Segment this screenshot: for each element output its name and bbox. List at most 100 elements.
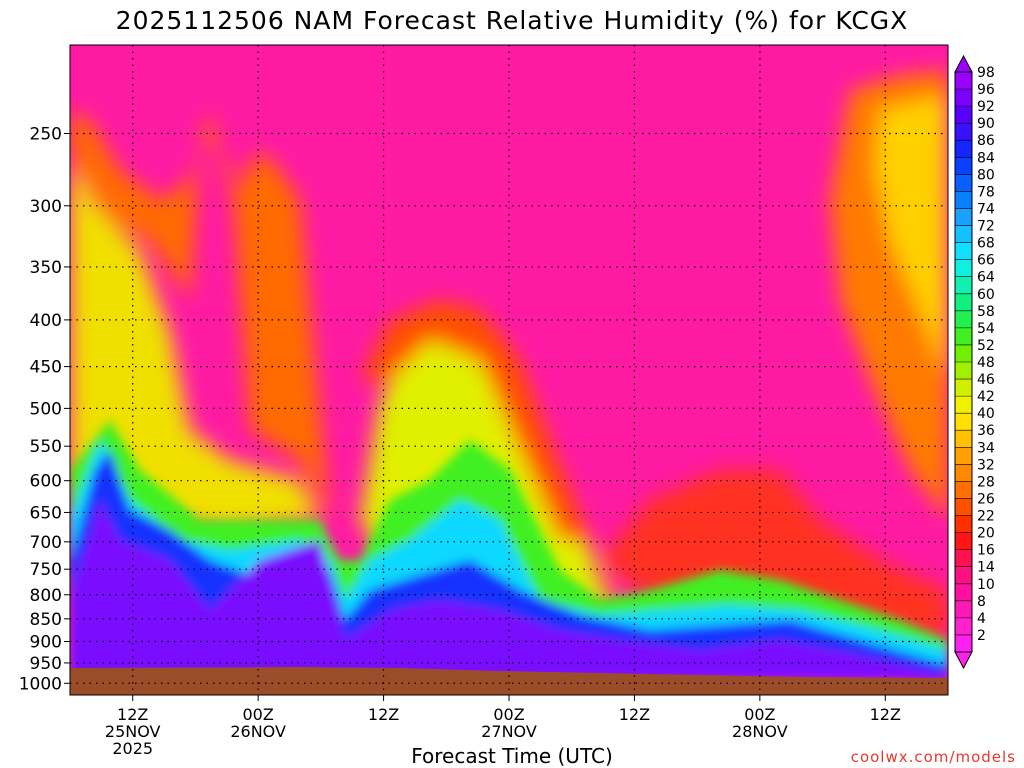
colorbar-swatch <box>955 413 972 431</box>
y-tick-label: 1000 <box>19 674 62 694</box>
y-tick-label: 350 <box>30 258 62 278</box>
colorbar-label: 78 <box>977 184 995 200</box>
y-tick-label: 700 <box>30 533 62 553</box>
x-tick-label: 12Z <box>619 705 650 724</box>
x-tick-label: 00Z <box>242 705 273 724</box>
colorbar-swatch <box>955 447 972 465</box>
colorbar-swatch <box>955 532 972 551</box>
colorbar-label: 48 <box>977 355 995 371</box>
colorbar-swatch <box>955 498 972 517</box>
colorbar-swatch <box>955 123 972 141</box>
heatmap-region-mid-orange <box>360 300 590 540</box>
colorbar-label: 90 <box>977 116 995 132</box>
colorbar-label: 68 <box>977 236 995 252</box>
colorbar-swatch <box>955 157 972 175</box>
colorbar-label: 36 <box>977 423 995 439</box>
colorbar-label: 54 <box>977 321 995 337</box>
colorbar-swatch <box>955 634 972 653</box>
colorbar-label: 2 <box>977 628 986 644</box>
y-tick-label: 950 <box>30 654 62 674</box>
colorbar-swatch <box>955 89 972 107</box>
colorbar-label: 28 <box>977 474 995 490</box>
x-tick-label: 26NOV <box>230 722 286 741</box>
colorbar-label: 86 <box>977 133 995 149</box>
colorbar-swatch <box>955 191 972 209</box>
y-tick-label: 250 <box>30 124 62 144</box>
colorbar-swatch <box>955 481 972 499</box>
x-tick-label: 27NOV <box>481 722 537 741</box>
x-tick-label: 12Z <box>368 705 399 724</box>
y-tick-label: 850 <box>30 610 62 630</box>
x-tick-label: 00Z <box>744 705 775 724</box>
colorbar-label: 16 <box>977 543 995 559</box>
colorbar-swatch <box>955 583 972 602</box>
colorbar-swatch <box>955 225 972 244</box>
colorbar-label: 92 <box>977 99 995 115</box>
colorbar-swatch <box>955 379 972 397</box>
colorbar-swatch <box>955 600 972 619</box>
colorbar-label: 72 <box>977 219 995 235</box>
colorbar-swatch <box>955 430 972 448</box>
colorbar-swatch <box>955 549 972 568</box>
y-tick-label: 800 <box>30 586 62 606</box>
y-tick-label: 750 <box>30 560 62 580</box>
colorbar-swatch <box>955 396 972 414</box>
colorbar-swatch <box>955 106 972 124</box>
colorbar-label: 64 <box>977 270 995 286</box>
y-tick-label: 550 <box>30 437 62 457</box>
x-tick-label: 12Z <box>870 705 901 724</box>
colorbar-label: 58 <box>977 304 995 320</box>
colorbar-label: 60 <box>977 287 995 303</box>
colorbar-label: 14 <box>977 560 995 576</box>
colorbar-swatch <box>955 362 972 380</box>
colorbar-swatch <box>955 72 972 90</box>
y-tick-label: 300 <box>30 197 62 217</box>
y-axis: 2503003504004505005506006507007508008509… <box>19 124 70 694</box>
colorbar-swatch <box>955 344 972 363</box>
heatmap-region-right-yellow <box>875 95 948 380</box>
credit-text[interactable]: coolwx.com/models <box>850 748 1016 766</box>
colorbar-swatch <box>955 140 972 158</box>
colorbar-swatch <box>955 242 972 261</box>
heatmap-region-violet-core <box>70 500 948 680</box>
colorbar-label: 46 <box>977 372 995 388</box>
y-tick-label: 900 <box>30 632 62 652</box>
ground-fill <box>70 667 948 695</box>
x-tick-label: 2025 <box>112 739 153 758</box>
y-tick-label: 400 <box>30 311 62 331</box>
y-tick-label: 600 <box>30 472 62 492</box>
colorbar-swatch <box>955 310 972 329</box>
colorbar-label: 4 <box>977 611 986 627</box>
colorbar-label: 52 <box>977 338 995 354</box>
x-tick-label: 12Z <box>117 705 148 724</box>
y-tick-label: 500 <box>30 399 62 419</box>
colorbar-label: 74 <box>977 201 995 217</box>
colorbar-label: 84 <box>977 150 995 166</box>
grid-lines <box>70 45 948 695</box>
colorbar-label: 26 <box>977 491 995 507</box>
colorbar-label: 32 <box>977 457 995 473</box>
colorbar-label: 40 <box>977 406 995 422</box>
x-tick-label: 28NOV <box>732 722 788 741</box>
x-tick-label: 00Z <box>493 705 524 724</box>
colorbar-label: 20 <box>977 526 995 542</box>
colorbar-swatch <box>955 259 972 278</box>
heatmap-region-left-yellow <box>70 160 320 530</box>
colorbar-label: 22 <box>977 509 995 525</box>
y-tick-label: 650 <box>30 503 62 523</box>
colorbar-label: 96 <box>977 82 995 98</box>
colorbar-swatch <box>955 617 972 636</box>
colorbar-swatch <box>955 515 972 534</box>
chart-title: 2025112506 NAM Forecast Relative Humidit… <box>115 6 909 35</box>
x-tick-label: 25NOV <box>105 722 161 741</box>
colorbar: 9896929086848078747268666460585452484642… <box>954 54 995 670</box>
colorbar-max-arrow <box>954 54 973 73</box>
colorbar-label: 10 <box>977 577 995 593</box>
colorbar-min-arrow <box>954 651 973 670</box>
colorbar-swatch <box>955 327 972 346</box>
colorbar-label: 98 <box>977 65 995 81</box>
colorbar-swatch <box>955 276 972 295</box>
colorbar-swatch <box>955 293 972 312</box>
